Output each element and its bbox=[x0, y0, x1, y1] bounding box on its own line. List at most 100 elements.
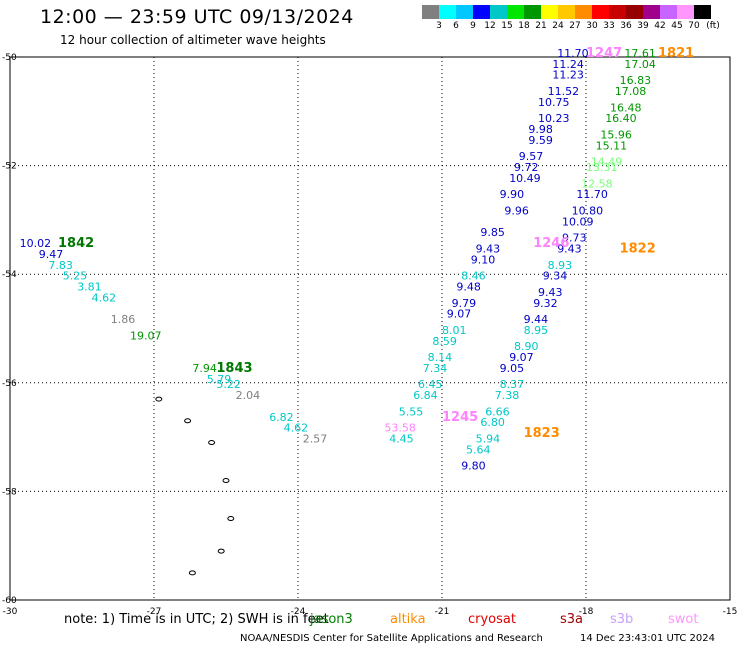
wave-height-value: 9.10 bbox=[471, 253, 496, 266]
wave-height-value: 9.98 bbox=[528, 123, 553, 136]
wave-height-value: 10.75 bbox=[538, 96, 570, 109]
wave-height-value: 16.48 bbox=[610, 101, 642, 114]
color-swatch bbox=[473, 5, 490, 19]
wave-height-value: 8.59 bbox=[432, 335, 457, 348]
wave-height-value: 8.14 bbox=[428, 351, 453, 364]
wave-height-value: 10.23 bbox=[538, 112, 570, 125]
color-scale-label: 15 bbox=[501, 21, 513, 31]
x-tick-label: -18 bbox=[579, 607, 594, 617]
wave-height-value: 7.38 bbox=[495, 389, 520, 402]
wave-height-value: 4.62 bbox=[284, 422, 309, 435]
map-frame bbox=[9, 56, 731, 601]
axis-ticks: -30 -27 -24 -21 -18 -15 -50 -52 -54 -56 -58 -60 bbox=[2, 53, 737, 617]
wave-height-value: 19.07 bbox=[130, 329, 162, 342]
wave-height-value: 9.07 bbox=[509, 351, 534, 364]
color-swatch bbox=[490, 5, 507, 19]
color-swatch bbox=[439, 5, 456, 19]
y-tick-label: -56 bbox=[2, 379, 17, 389]
satellite-legend-item: swot bbox=[668, 612, 699, 627]
wave-height-value: 11.70 bbox=[557, 47, 589, 60]
color-scale-label: 45 bbox=[671, 21, 683, 31]
wave-height-value: 5.22 bbox=[216, 378, 241, 391]
color-scale-label: 30 bbox=[586, 21, 598, 31]
color-scale-label: 9 bbox=[470, 21, 476, 31]
wave-height-value: 16.40 bbox=[605, 112, 637, 125]
wave-height-value: 9.43 bbox=[476, 242, 501, 255]
wave-height-value: 9.96 bbox=[504, 204, 529, 217]
color-swatch bbox=[456, 5, 473, 19]
credit-line: NOAA/NESDIS Center for Satellite Applica… bbox=[240, 633, 543, 644]
wave-height-value: 9.34 bbox=[543, 270, 568, 283]
pass-time-label: 1822 bbox=[620, 241, 656, 256]
wave-height-value: 9.59 bbox=[528, 134, 553, 147]
color-scale-label: 21 bbox=[535, 21, 547, 31]
wave-height-value: 9.47 bbox=[39, 248, 64, 261]
wave-height-value: 10.49 bbox=[509, 172, 541, 185]
color-scale-label: 6 bbox=[453, 21, 459, 31]
color-scale-labels: 3 6 9 12 15 18 21 24 27 30 33 36 39 42 45 70 (ft) bbox=[422, 21, 740, 33]
wave-height-value: 9.80 bbox=[461, 460, 486, 473]
color-swatch bbox=[677, 5, 694, 19]
wave-height-value: 8.95 bbox=[524, 324, 549, 337]
wave-height-value: 11.70 bbox=[576, 188, 608, 201]
satellite-legend-item: s3b bbox=[610, 612, 634, 627]
color-scale-label: 27 bbox=[569, 21, 581, 31]
color-swatch bbox=[660, 5, 677, 19]
wave-height-value: 6.80 bbox=[480, 416, 505, 429]
wave-height-value: 6.45 bbox=[418, 378, 443, 391]
wave-height-value: 5.64 bbox=[466, 443, 491, 456]
pass-time-label: 1247 bbox=[586, 46, 622, 61]
wave-height-value: 4.62 bbox=[92, 291, 117, 304]
color-swatch bbox=[507, 5, 524, 19]
wave-height-value: 16.83 bbox=[620, 74, 652, 87]
pass-time-label: 1246 bbox=[533, 236, 569, 251]
color-swatch bbox=[524, 5, 541, 19]
map-grid bbox=[9, 56, 731, 601]
wave-height-value: 17.61 bbox=[624, 47, 656, 60]
wave-height-value: 9.90 bbox=[500, 188, 524, 201]
island bbox=[222, 478, 230, 484]
color-scale-label: 18 bbox=[518, 21, 530, 31]
page-title: 12:00 — 23:59 UTC 09/13/2024 bbox=[40, 6, 354, 28]
wave-height-value: 17.04 bbox=[624, 58, 656, 71]
color-swatch bbox=[422, 5, 439, 19]
wave-height-value: 15.96 bbox=[600, 128, 632, 141]
wave-height-value: 6.84 bbox=[413, 389, 438, 402]
wave-height-value: 10.80 bbox=[572, 204, 604, 217]
color-scale-label: 33 bbox=[603, 21, 615, 31]
wave-height-value: 5.55 bbox=[399, 405, 424, 418]
wave-height-value: 9.48 bbox=[456, 280, 481, 293]
wave-height-value: 11.52 bbox=[548, 85, 580, 98]
wave-height-value: 10.09 bbox=[562, 215, 594, 228]
island bbox=[217, 548, 225, 554]
wave-height-value: 4.45 bbox=[389, 433, 414, 446]
satellite-legend-item: jason3 bbox=[310, 612, 353, 627]
wave-height-value: 8.90 bbox=[514, 340, 539, 353]
wave-height-value: 9.44 bbox=[524, 313, 549, 326]
y-tick-label: -58 bbox=[2, 487, 17, 497]
y-tick-label: -52 bbox=[2, 162, 17, 172]
wave-height-value: 6.66 bbox=[485, 405, 510, 418]
x-tick-label: -30 bbox=[3, 607, 18, 617]
wave-height-value: 10.02 bbox=[20, 237, 51, 250]
wave-height-value: 8.37 bbox=[500, 378, 524, 391]
y-tick-label: -50 bbox=[2, 53, 17, 63]
wave-height-value: 7.34 bbox=[423, 362, 448, 375]
pass-time-label: 1245 bbox=[442, 410, 478, 425]
island bbox=[208, 440, 216, 446]
wave-height-value: 17.08 bbox=[615, 85, 647, 98]
wave-height-value: 9.05 bbox=[500, 362, 524, 375]
wave-height-value: 5.79 bbox=[207, 373, 232, 386]
wave-height-value: 14.49 bbox=[591, 156, 623, 169]
color-scale-label: 36 bbox=[620, 21, 632, 31]
wave-height-value: 5.94 bbox=[476, 433, 501, 446]
island bbox=[227, 516, 235, 522]
wave-height-value: 9.73 bbox=[562, 232, 587, 245]
wave-height-value: 9.43 bbox=[538, 286, 563, 299]
wave-height-value: 9.85 bbox=[480, 226, 505, 239]
wave-height-value: 9.72 bbox=[514, 161, 539, 174]
color-scale-label: (ft) bbox=[706, 21, 720, 31]
satellite-legend-item: altika bbox=[390, 612, 426, 627]
x-tick-label: -15 bbox=[723, 607, 738, 617]
